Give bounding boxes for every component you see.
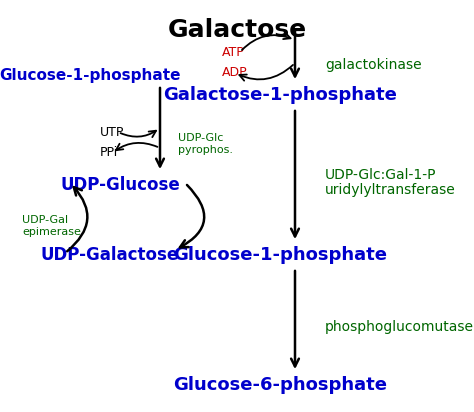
- Text: uridylyltransferase: uridylyltransferase: [325, 183, 456, 197]
- Text: Glucose-1-phosphate: Glucose-1-phosphate: [0, 68, 181, 82]
- Text: ADP: ADP: [222, 66, 247, 79]
- Text: pyrophos.: pyrophos.: [178, 145, 233, 155]
- Text: PPi: PPi: [100, 145, 118, 159]
- Text: Galactose: Galactose: [167, 18, 307, 42]
- Text: UDP-Glc: UDP-Glc: [178, 133, 223, 143]
- Text: UDP-Glucose: UDP-Glucose: [60, 176, 180, 194]
- Text: UDP-Galactose: UDP-Galactose: [41, 246, 179, 264]
- Text: UDP-Gal: UDP-Gal: [22, 215, 68, 225]
- Text: Glucose-6-phosphate: Glucose-6-phosphate: [173, 376, 387, 394]
- Text: UTP: UTP: [100, 126, 124, 138]
- Text: Galactose-1-phosphate: Galactose-1-phosphate: [163, 86, 397, 104]
- Text: UDP-Glc:Gal-1-P: UDP-Glc:Gal-1-P: [325, 168, 437, 182]
- Text: ATP: ATP: [222, 45, 245, 59]
- Text: galactokinase: galactokinase: [325, 58, 422, 72]
- Text: Glucose-1-phosphate: Glucose-1-phosphate: [173, 246, 387, 264]
- Text: phosphoglucomutase: phosphoglucomutase: [325, 320, 474, 334]
- Text: epimerase: epimerase: [22, 227, 81, 237]
